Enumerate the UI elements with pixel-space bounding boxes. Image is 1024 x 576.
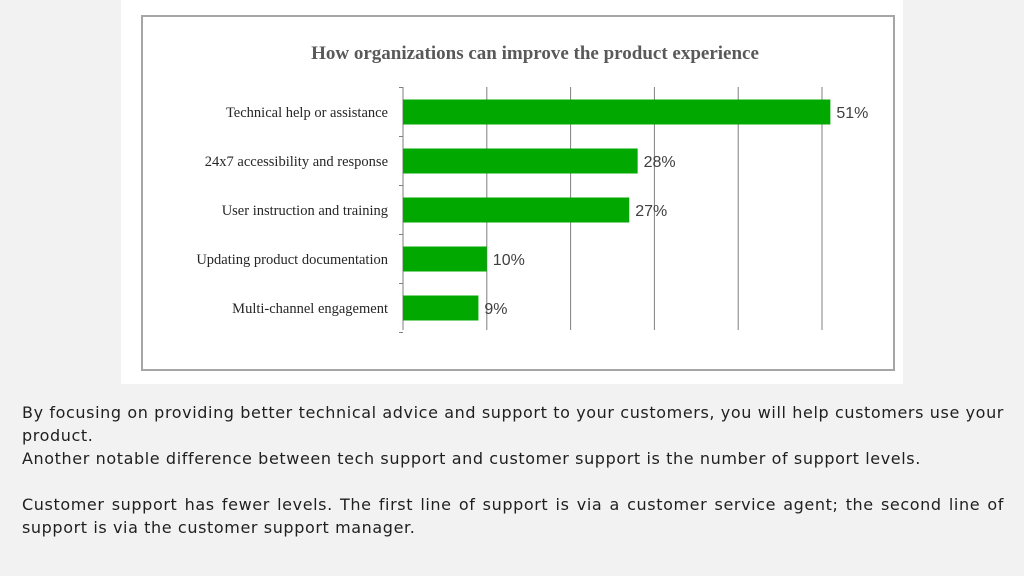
chart-frame — [141, 15, 895, 371]
bar-layer — [403, 99, 831, 321]
grid-layer — [399, 87, 823, 333]
paragraph-technical-advice: By focusing on providing better technica… — [22, 403, 1004, 445]
category-label: 24x7 accessibility and response — [205, 154, 388, 170]
paragraph-fewer-levels: Customer support has fewer levels. The f… — [22, 495, 1004, 537]
value-label: 51% — [836, 105, 868, 122]
value-label: 9% — [484, 301, 507, 318]
bar — [403, 295, 479, 321]
value-label: 27% — [635, 203, 667, 220]
category-label: Technical help or assistance — [226, 105, 388, 121]
paragraph-spacer — [22, 470, 1004, 493]
value-label: 10% — [493, 252, 525, 269]
bar — [403, 99, 831, 125]
paragraph-support-levels: Another notable difference between tech … — [22, 449, 921, 468]
label-layer: Technical help or assistance 51% 24x7 acce… — [196, 105, 868, 318]
bar — [403, 246, 487, 272]
body-text: By focusing on providing better technica… — [22, 401, 1004, 539]
bar-chart: How organizations can improve the produc… — [196, 43, 868, 333]
chart-title: How organizations can improve the produc… — [311, 43, 759, 64]
value-label: 28% — [644, 154, 676, 171]
category-label: User instruction and training — [222, 203, 388, 219]
category-label: Multi-channel engagement — [232, 301, 388, 317]
chart-card: How organizations can improve the produc… — [121, 0, 903, 384]
category-label: Updating product documentation — [196, 252, 388, 268]
bar — [403, 148, 638, 174]
bar — [403, 197, 630, 223]
